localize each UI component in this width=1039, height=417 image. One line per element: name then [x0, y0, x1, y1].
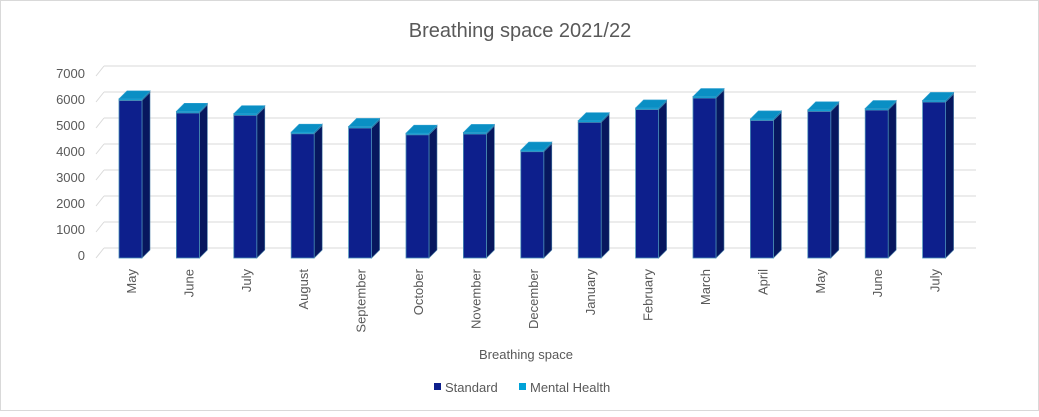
- bar-top-mental-health: [290, 123, 323, 133]
- x-axis: May June July August September October Novembe…: [124, 268, 943, 332]
- bar-standard: [290, 133, 315, 259]
- x-tick-label: August: [296, 269, 311, 310]
- y-tick-label: 3000: [56, 170, 85, 185]
- bar-side-standard: [199, 104, 208, 259]
- bar-standard: [577, 121, 602, 259]
- bar-side-standard: [313, 124, 323, 259]
- bar-top-mental-health: [634, 99, 668, 109]
- bar-standard: [750, 120, 774, 259]
- y-tick-label: 7000: [56, 66, 85, 81]
- bar-top-mental-health: [233, 105, 266, 114]
- bar-side-standard: [600, 113, 610, 259]
- x-tick-label: July: [239, 269, 254, 293]
- y-tick-label: 4000: [56, 144, 85, 159]
- bar-side-standard: [830, 102, 840, 259]
- bar-standard: [807, 110, 832, 259]
- legend: Standard Mental Health: [434, 380, 610, 395]
- x-axis-title: Breathing space: [479, 347, 573, 362]
- bar-standard: [118, 100, 143, 259]
- x-tick-label: May: [813, 269, 828, 294]
- x-tick-label: March: [698, 269, 713, 305]
- bar-side-standard: [658, 100, 667, 259]
- bar-top-mental-health: [118, 90, 151, 100]
- bar-standard: [462, 133, 487, 259]
- bar-top-mental-health: [921, 92, 955, 101]
- bar-standard: [864, 109, 889, 259]
- x-tick-label: July: [928, 269, 943, 293]
- legend-label: Standard: [445, 380, 498, 395]
- bar-top-mental-health: [692, 88, 725, 97]
- x-tick-label: January: [583, 269, 598, 316]
- bar-side-standard: [141, 91, 151, 259]
- bar-side-standard: [887, 101, 897, 259]
- bar-standard: [405, 134, 430, 259]
- bar-top-mental-health: [520, 141, 553, 151]
- bar-side-standard: [773, 111, 782, 259]
- bars: [118, 87, 955, 259]
- bar-top-mental-health: [462, 124, 496, 133]
- bar-standard: [520, 151, 545, 259]
- bar-standard: [348, 127, 373, 259]
- gridline-side: [95, 169, 105, 181]
- bar-standard: [233, 114, 258, 259]
- x-tick-label: June: [870, 269, 885, 297]
- x-tick-label: October: [411, 268, 426, 315]
- gridline-side: [95, 247, 105, 259]
- x-tick-label: May: [124, 269, 139, 294]
- gridline-side: [95, 65, 105, 77]
- bar-top-mental-health: [807, 101, 840, 111]
- bar-top-mental-health: [175, 103, 209, 112]
- y-axis: 0 1000 2000 3000 4000 5000 6000 7000: [56, 66, 85, 263]
- bar-side-standard: [945, 93, 954, 259]
- gridline-side: [95, 143, 105, 155]
- x-tick-label: November: [468, 268, 483, 329]
- chart-title: Breathing space 2021/22: [409, 20, 631, 42]
- y-tick-label: 6000: [56, 92, 85, 107]
- legend-label: Mental Health: [530, 380, 610, 395]
- legend-swatch: [434, 383, 441, 390]
- x-tick-label: December: [526, 268, 541, 329]
- bar-standard: [692, 97, 717, 259]
- x-tick-label: June: [181, 269, 196, 297]
- gridline-side: [95, 117, 105, 129]
- bar-top-mental-health: [577, 112, 610, 122]
- bar-side-standard: [428, 126, 438, 259]
- y-tick-label: 2000: [56, 196, 85, 211]
- y-tick-label: 5000: [56, 118, 85, 133]
- y-tick-label: 1000: [56, 222, 85, 237]
- x-tick-label: February: [641, 269, 656, 322]
- x-tick-label: April: [755, 269, 770, 295]
- bar-standard: [175, 112, 200, 259]
- bar-top-mental-health: [405, 124, 438, 134]
- legend-swatch: [519, 383, 526, 390]
- bar-top-mental-health: [864, 100, 897, 109]
- gridline-side: [95, 221, 105, 233]
- bar-top-mental-health: [749, 110, 783, 120]
- bar-standard: [922, 101, 946, 259]
- x-tick-label: September: [354, 268, 369, 332]
- bar-side-standard: [543, 142, 553, 259]
- y-tick-label: 0: [78, 248, 85, 263]
- bar-side-standard: [486, 125, 495, 259]
- bar-top-mental-health: [347, 118, 381, 127]
- gridline-side: [95, 91, 105, 103]
- bar-side-standard: [715, 89, 725, 259]
- bar-standard: [635, 109, 659, 259]
- bar-side-standard: [256, 106, 266, 259]
- gridline-side: [95, 195, 105, 207]
- bar-side-standard: [371, 119, 380, 259]
